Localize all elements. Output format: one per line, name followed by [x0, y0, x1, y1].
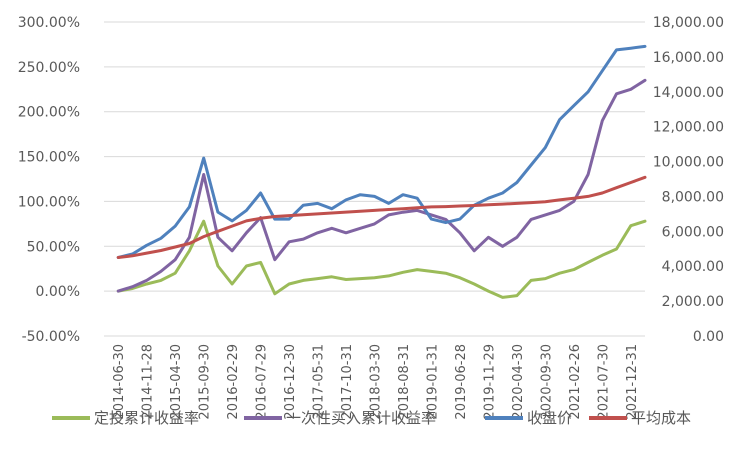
- left-tick-label: 200.00%: [18, 105, 80, 121]
- x-tick-label: 2014-06-30: [112, 344, 127, 420]
- left-tick-label: 150.00%: [18, 150, 80, 166]
- legend: 定投累计收益率 一次性买入累计收益率 收盘价 平均成本: [52, 409, 691, 427]
- left-tick-label: 0.00%: [36, 284, 80, 300]
- series-line-1: [116, 78, 647, 293]
- left-tick-label: 250.00%: [18, 60, 80, 76]
- x-tick-label: 2017-05-31: [312, 344, 327, 420]
- x-tick-label: 2018-03-30: [369, 344, 384, 420]
- right-y-axis: 0.00 2,000.00 4,000.00 6,000.00 8,000.00 10,0…: [653, 15, 724, 345]
- x-tick-label: 2019-01-31: [425, 344, 440, 420]
- x-axis: 2014-06-30 2014-11-28 2015-04-30 2015-09-30…: [112, 344, 640, 420]
- series-layer: [116, 44, 647, 299]
- right-tick-label: 12,000.00: [653, 120, 724, 136]
- x-tick-label: 2018-08-31: [397, 344, 412, 420]
- right-tick-label: 6,000.00: [662, 224, 724, 240]
- right-tick-label: 2,000.00: [662, 294, 724, 310]
- series-line-2: [116, 44, 647, 259]
- x-tick-label: 2021-07-30: [596, 344, 611, 420]
- legend-label: 平均成本: [631, 409, 691, 427]
- legend-label: 定投累计收益率: [94, 409, 199, 427]
- x-tick-label: 2014-11-28: [141, 344, 156, 420]
- x-tick-label: 2015-09-30: [198, 344, 213, 420]
- series-line-0: [116, 219, 647, 299]
- legend-label: 收盘价: [527, 409, 572, 427]
- right-tick-label: 0.00: [693, 329, 724, 345]
- grid-lines: [104, 21, 645, 337]
- right-tick-label: 14,000.00: [653, 85, 724, 101]
- legend-label: 一次性买入累计收益率: [286, 409, 436, 427]
- x-tick-label: 2019-06-28: [454, 344, 469, 420]
- left-tick-label: 50.00%: [27, 239, 80, 255]
- x-tick-label: 2016-02-29: [226, 344, 241, 420]
- right-tick-label: 10,000.00: [653, 155, 724, 171]
- right-tick-label: 4,000.00: [662, 259, 724, 275]
- right-tick-label: 18,000.00: [653, 15, 724, 31]
- x-tick-label: 2020-04-30: [511, 344, 526, 420]
- left-tick-label: 300.00%: [18, 15, 80, 31]
- x-tick-label: 2017-10-31: [340, 344, 355, 420]
- x-tick-label: 2020-09-30: [539, 344, 554, 420]
- left-tick-label: 100.00%: [18, 194, 80, 210]
- left-tick-label: -50.00%: [22, 329, 80, 345]
- x-tick-label: 2021-12-31: [625, 344, 640, 420]
- x-tick-label: 2019-11-29: [482, 344, 497, 420]
- x-tick-label: 2021-02-26: [568, 344, 583, 420]
- x-tick-label: 2016-07-29: [255, 344, 270, 420]
- left-y-axis: -50.00% 0.00% 50.00% 100.00% 150.00% 200.00% 2…: [18, 15, 80, 345]
- right-tick-label: 16,000.00: [653, 50, 724, 66]
- right-tick-label: 8,000.00: [662, 189, 724, 205]
- x-tick-label: 2015-04-30: [169, 344, 184, 420]
- series-line-3: [116, 175, 647, 259]
- x-tick-label: 2016-12-30: [283, 344, 298, 420]
